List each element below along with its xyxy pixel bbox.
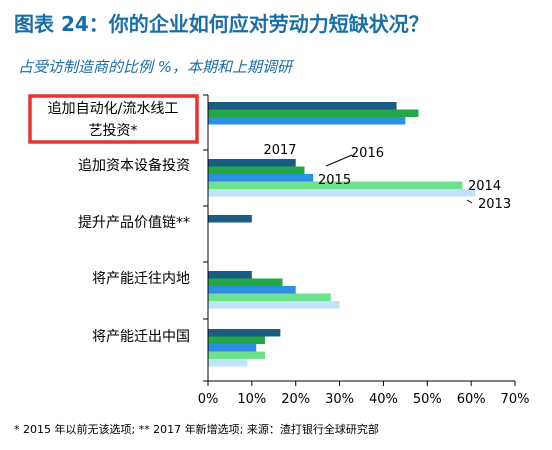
series-label-2016: 2016 [351, 146, 384, 161]
series-label-2013: 2013 [478, 197, 511, 212]
bar-2015-cat3 [208, 286, 296, 294]
leader-line-2016 [325, 154, 353, 167]
bar-2015-cat4 [208, 344, 257, 352]
bar-2016-cat4 [208, 336, 266, 344]
bar-2013-cat3 [208, 301, 340, 309]
bar-2015-cat0 [208, 117, 406, 125]
bar-2017-cat4 [208, 329, 281, 337]
bar-2017-cat2 [208, 215, 252, 223]
chart-subtitle: 占受访制造商的比例 %，本期和上期调研 [18, 58, 293, 76]
category-label-2: 提升产品价值链** [78, 215, 190, 231]
category-label-3: 将产能迁往内地 [92, 271, 190, 287]
bar-2013-cat1 [208, 189, 476, 197]
x-tick-label-1: 10% [237, 392, 266, 407]
category-label-0-line1: 艺投资* [89, 123, 138, 139]
highlight-box [28, 94, 199, 144]
category-label-4: 将产能迁出中国 [92, 329, 190, 345]
x-tick-label-2: 20% [281, 392, 310, 407]
bar-2017-cat1 [208, 159, 296, 167]
chart-title: 图表 24：你的企业如何应对劳动力短缺状况？ [14, 12, 429, 36]
bar-2014-cat1 [208, 181, 463, 189]
series-label-2017: 2017 [263, 143, 296, 158]
series-label-2014: 2014 [468, 179, 501, 194]
series-label-2015: 2015 [318, 173, 351, 188]
x-tick-label-3: 30% [325, 392, 354, 407]
bar-2016-cat0 [208, 109, 419, 117]
leader-line-2013 [466, 199, 473, 204]
x-tick-label-6: 60% [457, 392, 486, 407]
category-label-0-line0: 追加自动化/流水线工 [48, 101, 179, 117]
x-tick-label-0: 0% [198, 392, 219, 407]
bar-2014-cat4 [208, 351, 266, 359]
bar-2017-cat3 [208, 271, 252, 279]
footnote: * 2015 年以前无该选项; ** 2017 年新增选项; 来源：渣打银行全球… [14, 423, 379, 436]
bar-2014-cat3 [208, 293, 331, 301]
x-tick-label-7: 70% [501, 392, 530, 407]
bar-2016-cat3 [208, 278, 283, 286]
x-tick-label-5: 50% [413, 392, 442, 407]
bar-2016-cat1 [208, 166, 305, 174]
bar-2017-cat0 [208, 102, 397, 110]
bar-2013-cat4 [208, 359, 248, 367]
x-tick-label-4: 40% [369, 392, 398, 407]
category-label-1: 追加资本设备投资 [78, 157, 190, 174]
bar-2015-cat1 [208, 174, 314, 182]
